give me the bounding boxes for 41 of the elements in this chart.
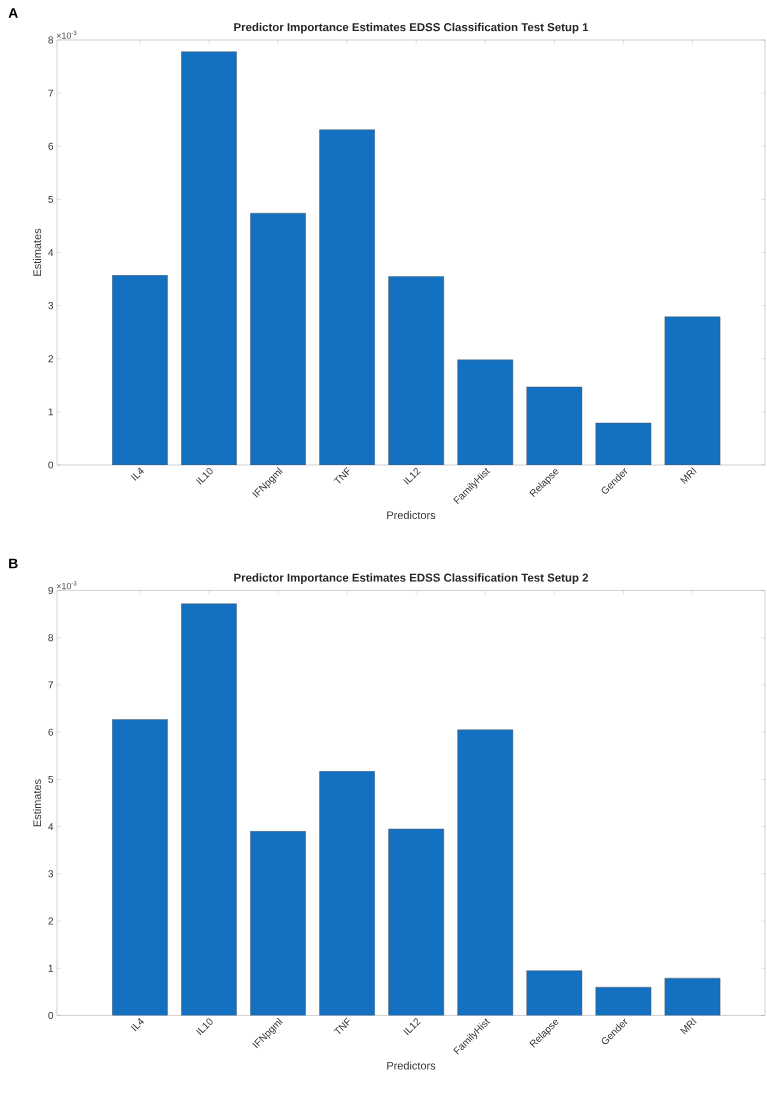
y-axis-title: Estimates: [33, 779, 42, 827]
x-tick-label: IL4: [130, 467, 144, 481]
y-tick-label: 9: [48, 586, 54, 595]
y-axis-title: Estimates: [33, 228, 42, 276]
y-tick-label: 4: [48, 249, 54, 256]
y-tick-label: 5: [48, 195, 54, 203]
y-tick-label: 3: [48, 870, 54, 878]
y-tick-label: 7: [48, 681, 53, 689]
y-tick-label: 1: [48, 408, 53, 416]
bar: [181, 603, 237, 1016]
chart-title: Predictor Importance Estimates EDSS Classification Test Setup 1: [234, 22, 589, 34]
text: B: [9, 558, 18, 569]
x-axis-title: Predictors: [387, 511, 436, 520]
text: ×10$^{-3}$: [56, 581, 77, 590]
chart-title: Predictor Importance Estimates EDSS Classification Test Setup 2: [234, 573, 589, 584]
text: A: [8, 8, 18, 18]
y-tick-label: 4: [48, 823, 54, 831]
bar: [112, 275, 168, 465]
y-tick-label: 5: [48, 775, 54, 783]
y-tick-label: 1: [48, 964, 53, 972]
bar: [112, 719, 168, 1016]
y-tick-label: 0: [48, 461, 54, 469]
y-tick-label: 6: [48, 142, 54, 150]
y-tick-label: 6: [48, 728, 54, 736]
bar: [664, 316, 721, 465]
x-tick-label: TNF: [333, 466, 350, 484]
y-tick-label: 2: [48, 355, 53, 363]
bar: [181, 51, 237, 465]
x-tick-label: IL4: [130, 1018, 144, 1032]
y-tick-label: 3: [48, 302, 54, 310]
y-tick-label: 0: [48, 1011, 54, 1020]
x-tick-label: MRI: [680, 1017, 697, 1035]
y-tick-label: 8: [48, 634, 54, 642]
text: ×10$^{-3}$: [56, 30, 77, 39]
y-tick-label: 8: [48, 36, 54, 44]
y-tick-label: 2: [48, 917, 53, 925]
bar: [319, 129, 375, 465]
x-axis-title: Predictors: [387, 1061, 436, 1070]
bar: [319, 771, 375, 1016]
bar: [250, 831, 306, 1016]
y-tick-label: 7: [48, 89, 53, 97]
